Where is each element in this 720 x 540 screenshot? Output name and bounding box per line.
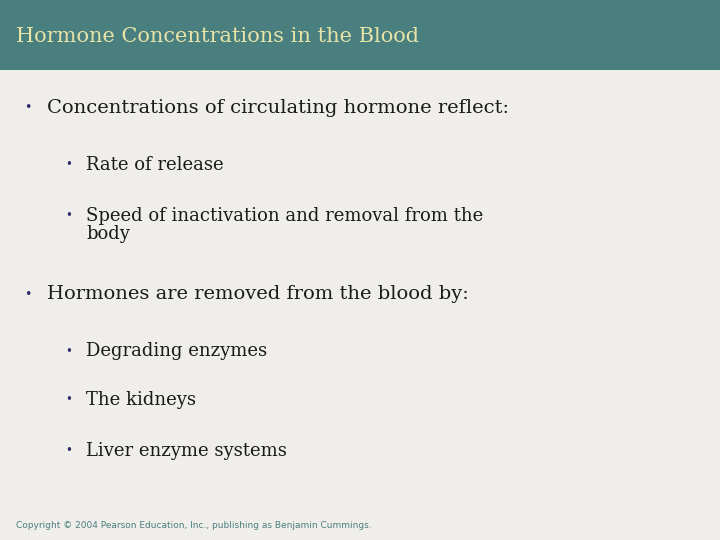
Text: Hormone Concentrations in the Blood: Hormone Concentrations in the Blood bbox=[16, 27, 419, 46]
Text: •: • bbox=[65, 345, 72, 357]
Text: •: • bbox=[24, 288, 31, 301]
Text: Liver enzyme systems: Liver enzyme systems bbox=[86, 442, 287, 460]
FancyBboxPatch shape bbox=[0, 0, 720, 70]
Text: •: • bbox=[65, 393, 72, 406]
Text: •: • bbox=[65, 444, 72, 457]
Text: •: • bbox=[65, 210, 72, 222]
Text: Speed of inactivation and removal from the: Speed of inactivation and removal from t… bbox=[86, 207, 484, 225]
Text: Copyright © 2004 Pearson Education, Inc., publishing as Benjamin Cummings.: Copyright © 2004 Pearson Education, Inc.… bbox=[16, 521, 372, 530]
Text: The kidneys: The kidneys bbox=[86, 390, 197, 409]
Text: Hormones are removed from the blood by:: Hormones are removed from the blood by: bbox=[47, 285, 469, 303]
Text: •: • bbox=[24, 102, 31, 114]
Text: Rate of release: Rate of release bbox=[86, 156, 224, 174]
Text: Concentrations of circulating hormone reflect:: Concentrations of circulating hormone re… bbox=[47, 99, 509, 117]
Text: •: • bbox=[65, 158, 72, 171]
Text: Degrading enzymes: Degrading enzymes bbox=[86, 342, 268, 360]
Text: body: body bbox=[86, 225, 130, 244]
